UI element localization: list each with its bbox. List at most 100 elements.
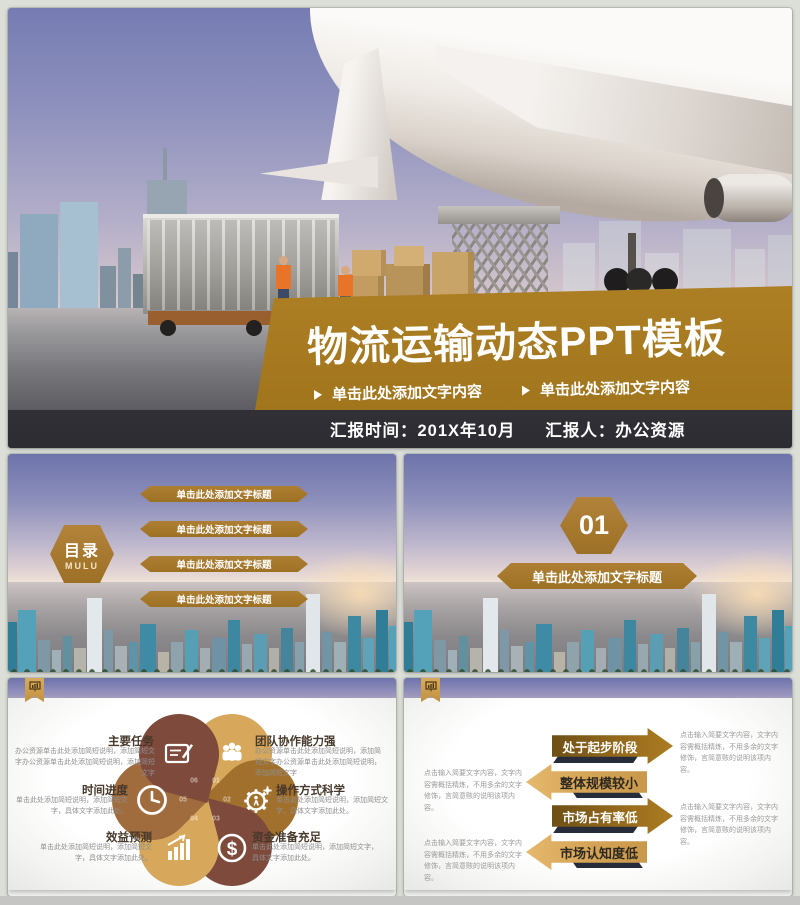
arrow-desc: 点击输入简要文字内容，文字内容需概括精炼，不用多余的文字修饰，言简意赅的说明该项… — [680, 732, 778, 774]
building — [608, 638, 622, 672]
building — [118, 248, 131, 322]
section-number: 01 — [578, 510, 610, 540]
building — [104, 630, 113, 672]
building — [665, 648, 675, 672]
building — [536, 624, 552, 672]
building — [322, 632, 332, 672]
people-icon — [222, 742, 241, 761]
building — [581, 630, 594, 672]
building — [254, 634, 267, 672]
clock-icon — [137, 785, 167, 815]
building — [228, 620, 240, 672]
cover-footer-strip: 汇报时间：201X年10月 汇报人：办公资源 — [8, 410, 792, 448]
flower-item-desc: 办公资源单击此处添加简短说明，添加简短文字办公资源单击此处添加简短说明，添加简短… — [15, 748, 155, 777]
building — [414, 610, 432, 672]
building — [718, 632, 728, 672]
slide-cover[interactable]: 物流运输动态PPT模板 单击此处添加文字内容 单击此处添加文字内容 汇报时间：2… — [8, 8, 792, 448]
building — [87, 598, 102, 672]
toc-item-4[interactable]: 单击此处添加文字标题 — [140, 591, 308, 607]
arrow-desc: 点击输入简要文字内容，文字内容需概括精炼，不用多余的文字修饰，言简意赅的说明该项… — [424, 840, 522, 882]
petal-number: 02 — [223, 796, 231, 804]
building — [554, 652, 565, 672]
tree-line — [404, 664, 792, 672]
slide-flower-diagram[interactable]: 01 02 03 04 05 06 $ — [8, 678, 396, 896]
section-title-banner: 单击此处添加文字标题 — [497, 563, 697, 589]
building — [596, 648, 606, 672]
building — [448, 650, 457, 672]
building — [376, 610, 388, 672]
petal-number: 05 — [179, 796, 187, 804]
building — [744, 616, 757, 672]
bullet-text: 单击此处添加文字内容 — [539, 379, 691, 400]
presentation-chart-icon — [28, 681, 41, 692]
building — [242, 644, 252, 672]
cargo-container — [143, 214, 339, 314]
arrow-desc: 点击输入简要文字内容，文字内容需概括精炼，不用多余的文字修饰，言简意赅的说明该项… — [424, 770, 522, 812]
petal-number: 01 — [212, 777, 220, 785]
svg-text:$: $ — [226, 839, 237, 860]
building — [281, 628, 293, 672]
flower-item-desc: 办公资源单击此处添加简短说明，添加简短文字办公资源单击此处添加简短说明，添加简短… — [255, 748, 381, 777]
building — [624, 620, 636, 672]
building — [18, 610, 36, 672]
building — [525, 642, 534, 672]
building — [306, 594, 320, 672]
tree-line — [8, 664, 396, 672]
building — [404, 622, 413, 672]
bullet-item: 单击此处添加文字内容 — [521, 376, 691, 401]
flower-item-title: 效益预测 — [106, 832, 152, 844]
gear-icon — [244, 786, 272, 813]
report-time: 汇报时间：201X年10月 — [330, 422, 516, 440]
building — [677, 628, 689, 672]
building — [129, 642, 138, 672]
bar-chart-icon — [167, 833, 190, 860]
building — [269, 648, 279, 672]
engine-intake — [704, 178, 724, 218]
corner-bookmark-badge — [25, 678, 44, 702]
building — [702, 594, 716, 672]
city-skyline — [404, 454, 792, 672]
building — [691, 642, 700, 672]
flower-item-title: 团队协作能力强 — [255, 736, 336, 748]
building — [20, 214, 58, 322]
building — [459, 636, 468, 672]
reporter: 汇报人：办公资源 — [545, 422, 686, 440]
flower-item-desc: 单击此处添加简短说明，添加简短文字，具体文字添加此处。 — [16, 797, 128, 815]
note-icon — [164, 743, 193, 764]
flower-item-title: 操作方式科学 — [276, 785, 345, 797]
landing-gear-strut — [628, 233, 636, 278]
building — [638, 644, 648, 672]
building — [8, 252, 18, 322]
petal-number: 04 — [190, 815, 198, 823]
arrow-desc: 点击输入简要文字内容，文字内容需概括精炼，不用多余的文字修饰，言简意赅的说明该项… — [680, 804, 778, 846]
building — [348, 616, 361, 672]
corner-bookmark-badge — [421, 678, 440, 702]
toc-item-1[interactable]: 单击此处添加文字标题 — [140, 486, 308, 502]
flower-item-desc: 单击此处添加简短说明，添加简短文字，具体文字添加此处。 — [276, 797, 388, 815]
toc-item-3[interactable]: 单击此处添加文字标题 — [140, 556, 308, 572]
slide-toc[interactable]: 目录 MULU 单击此处添加文字标题 单击此处添加文字标题 单击此处添加文字标题… — [8, 454, 396, 672]
presentation-chart-icon — [424, 681, 437, 692]
bullet-text: 单击此处添加文字内容 — [331, 383, 483, 404]
building — [60, 202, 98, 322]
petal-number: 03 — [212, 815, 220, 823]
building — [772, 610, 784, 672]
bottom-band — [0, 896, 800, 905]
toc-title: 目录 — [63, 543, 100, 560]
arrow-bullet-icon — [521, 384, 531, 396]
building — [650, 634, 663, 672]
loader-platform — [438, 206, 560, 224]
bullet-item: 单击此处添加文字内容 — [313, 380, 483, 405]
building — [63, 636, 72, 672]
building — [8, 622, 17, 672]
slide-section[interactable]: 01 单击此处添加文字标题 — [404, 454, 792, 672]
building — [363, 638, 374, 672]
flower-item-title: 资金准备充足 — [252, 832, 321, 844]
slide-arrow-diagram[interactable]: 处于起步阶段 整体规模较小 市场占有率低 市场认知度低 点击输入简要文字内容，文… — [404, 678, 792, 896]
toc-item-2[interactable]: 单击此处添加文字标题 — [140, 521, 308, 537]
petal-number: 06 — [190, 777, 198, 785]
arrow-bullet-icon — [313, 389, 323, 400]
flower-item-title: 主要任务 — [108, 736, 154, 748]
cover-title: 物流运输动态PPT模板 — [306, 314, 727, 371]
